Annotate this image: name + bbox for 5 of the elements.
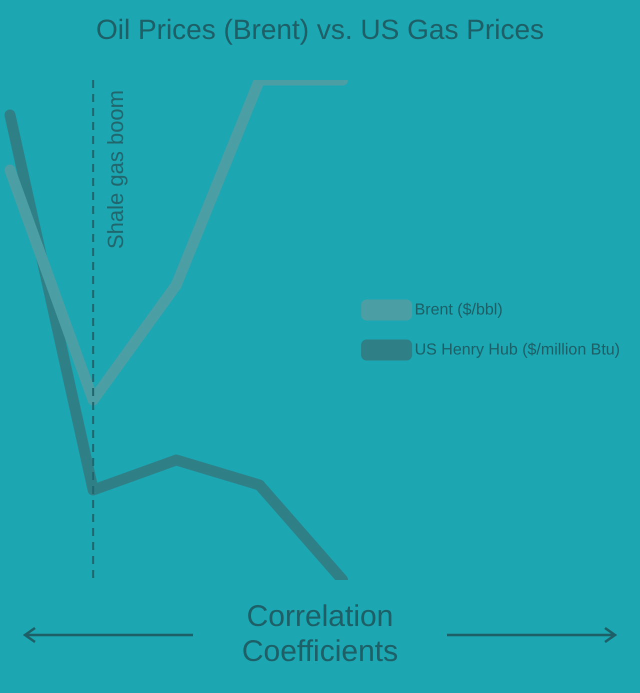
legend-label: US Henry Hub ($/million Btu) xyxy=(414,341,620,358)
chart-title: Oil Prices (Brent) vs. US Gas Prices xyxy=(94,14,546,46)
annotation: Shale gas boom xyxy=(103,90,128,249)
legend-label: Brent ($/bbl) xyxy=(414,301,503,318)
text: Correlation Coefficients xyxy=(240,600,400,669)
